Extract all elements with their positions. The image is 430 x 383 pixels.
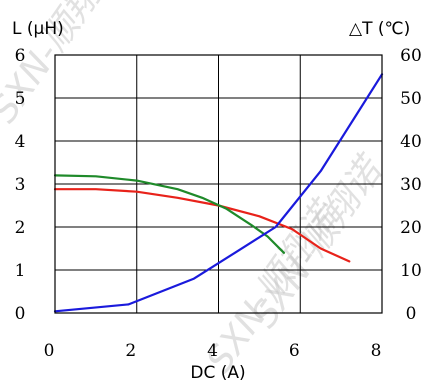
y-right-tick-label-1: 10: [400, 261, 422, 281]
y-left-tick-label-6: 6: [15, 46, 26, 66]
x-tick-label-2: 4: [207, 341, 218, 361]
y-left-tick-label-5: 5: [15, 89, 26, 109]
y-left-tick-label-0: 0: [15, 304, 26, 324]
y-right-tick-label-4: 40: [400, 132, 422, 152]
y-right-tick-label-5: 50: [400, 89, 422, 109]
y-right-tick-label-2: 20: [400, 218, 422, 238]
y-left-tick-label-3: 3: [15, 175, 26, 195]
right-axis-title: △T (℃): [349, 19, 410, 39]
x-tick-label-1: 2: [125, 341, 136, 361]
y-right-tick-label-3: 30: [400, 175, 422, 195]
series-line-2: [53, 73, 384, 313]
y-right-tick-label-6: 60: [400, 46, 422, 66]
x-tick-label-3: 6: [289, 341, 300, 361]
x-tick-label-4: 8: [371, 341, 382, 361]
y-right-tick-label-0: 0: [406, 304, 417, 324]
series-layer: [53, 73, 384, 313]
y-left-tick-label-4: 4: [15, 132, 26, 152]
plot-frame: [54, 54, 383, 314]
y-left-tick-label-2: 2: [15, 218, 26, 238]
x-tick-label-0: 0: [44, 341, 55, 361]
series-line-1: [53, 174, 285, 254]
grid-lines: [55, 55, 382, 313]
y-left-tick-label-1: 1: [15, 261, 26, 281]
x-axis-title: DC (A): [190, 363, 245, 383]
left-axis-title: L (μH): [12, 19, 64, 39]
